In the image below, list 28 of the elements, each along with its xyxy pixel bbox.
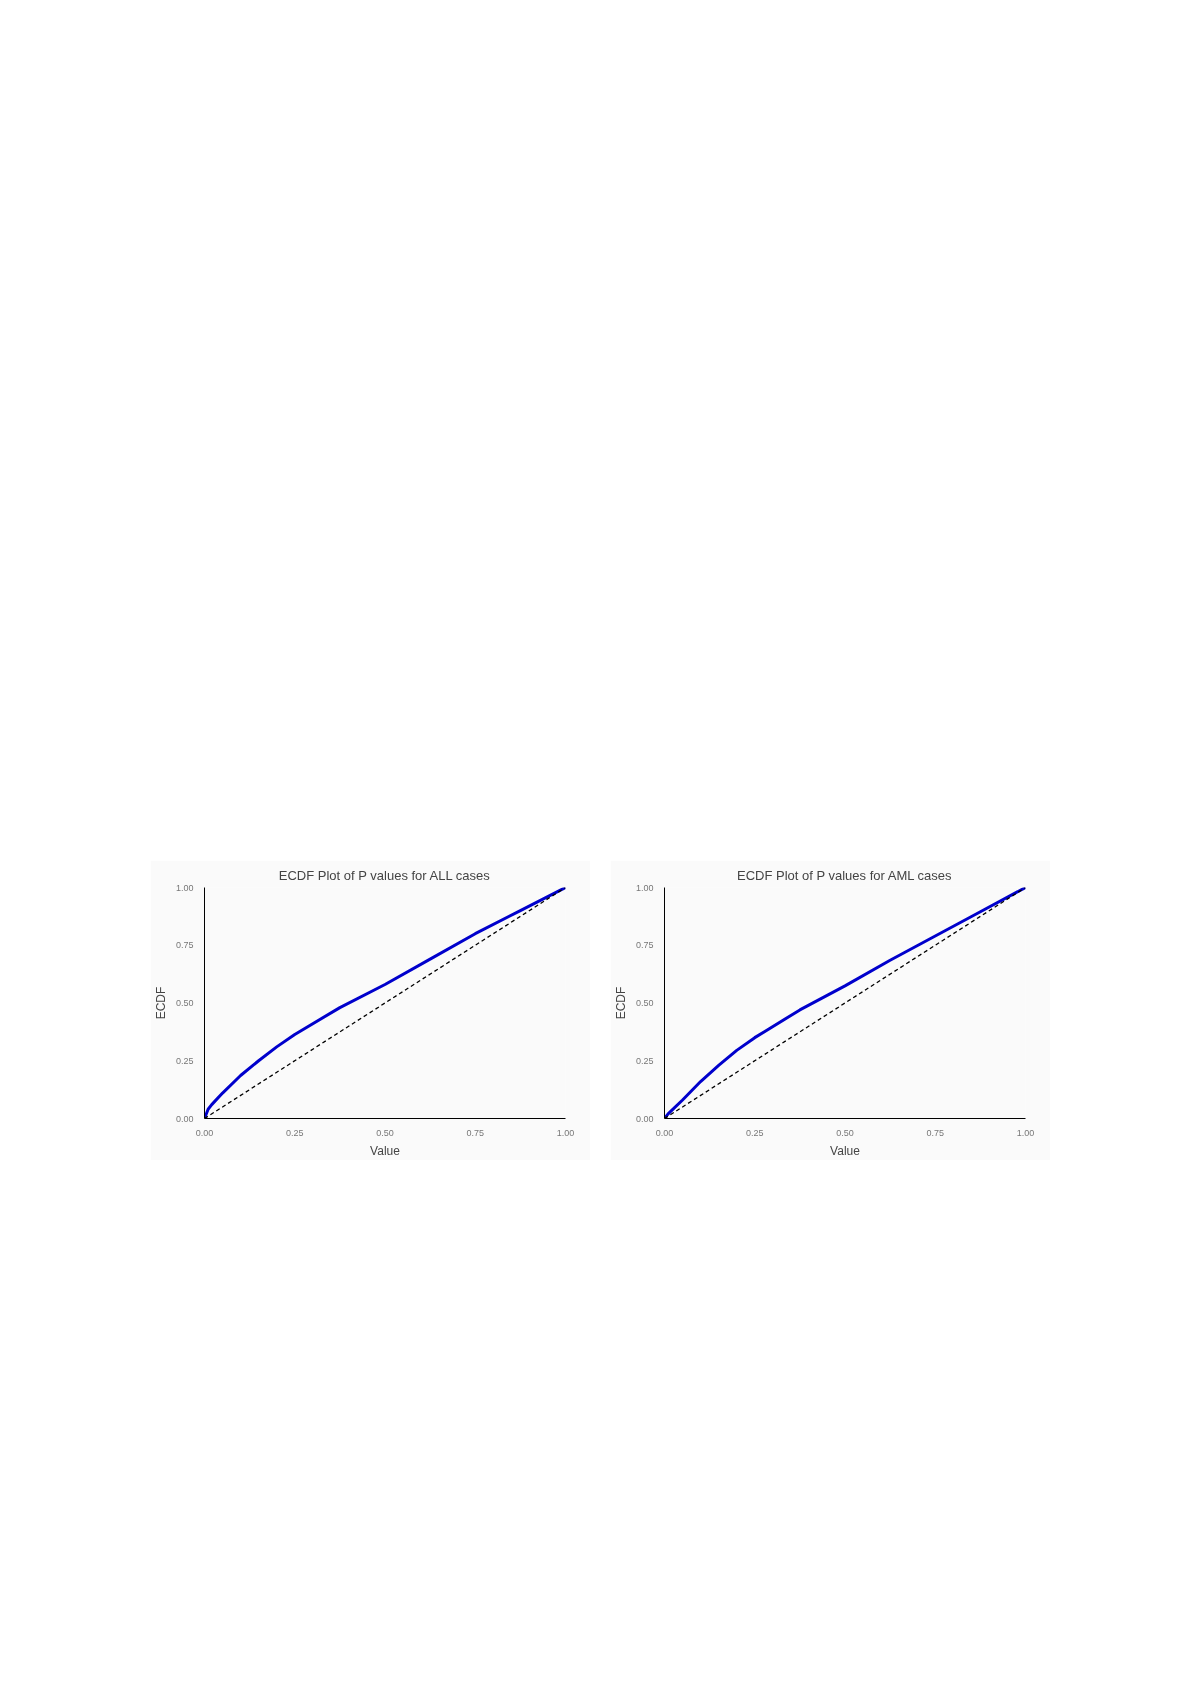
x-axis-title: Value — [370, 1143, 401, 1158]
x-tick-label: 0.50 — [376, 1127, 394, 1138]
chart-title: ECDF Plot of P values for ALL cases — [278, 867, 491, 883]
chart-title: ECDF Plot of P values for AML cases — [736, 867, 953, 883]
x-tick-label: 0.25 — [745, 1127, 764, 1138]
y-tick-label: 0.50 — [175, 998, 194, 1008]
y-tick-label: 0.00 — [635, 1113, 654, 1124]
x-tick-label: 0.75 — [466, 1127, 485, 1138]
y-tick-label: 1.00 — [175, 882, 194, 893]
x-tick-label: 0.50 — [836, 1127, 854, 1138]
x-tick-label: 0.25 — [285, 1127, 304, 1138]
y-tick-label: 1.00 — [635, 882, 654, 893]
x-tick-label: 1.00 — [556, 1127, 575, 1138]
y-tick-label: 0.75 — [175, 940, 194, 951]
y-tick-label: 0.75 — [635, 940, 654, 951]
y-axis-title: ECDF — [613, 986, 628, 1020]
y-tick-label: 0.50 — [635, 998, 654, 1008]
y-tick-label: 0.00 — [175, 1113, 194, 1124]
y-tick-label: 0.25 — [175, 1055, 194, 1066]
y-axis-title: ECDF — [153, 986, 168, 1020]
x-tick-label: 0.75 — [926, 1127, 945, 1138]
x-tick-label: 1.00 — [1016, 1127, 1035, 1138]
x-axis-title: Value — [830, 1143, 861, 1158]
line-series — [204, 887, 566, 1119]
x-tick-label: 0.00 — [195, 1127, 214, 1138]
line-series — [664, 887, 1026, 1119]
y-tick-label: 0.25 — [635, 1055, 654, 1066]
x-tick-label: 0.00 — [655, 1127, 674, 1138]
